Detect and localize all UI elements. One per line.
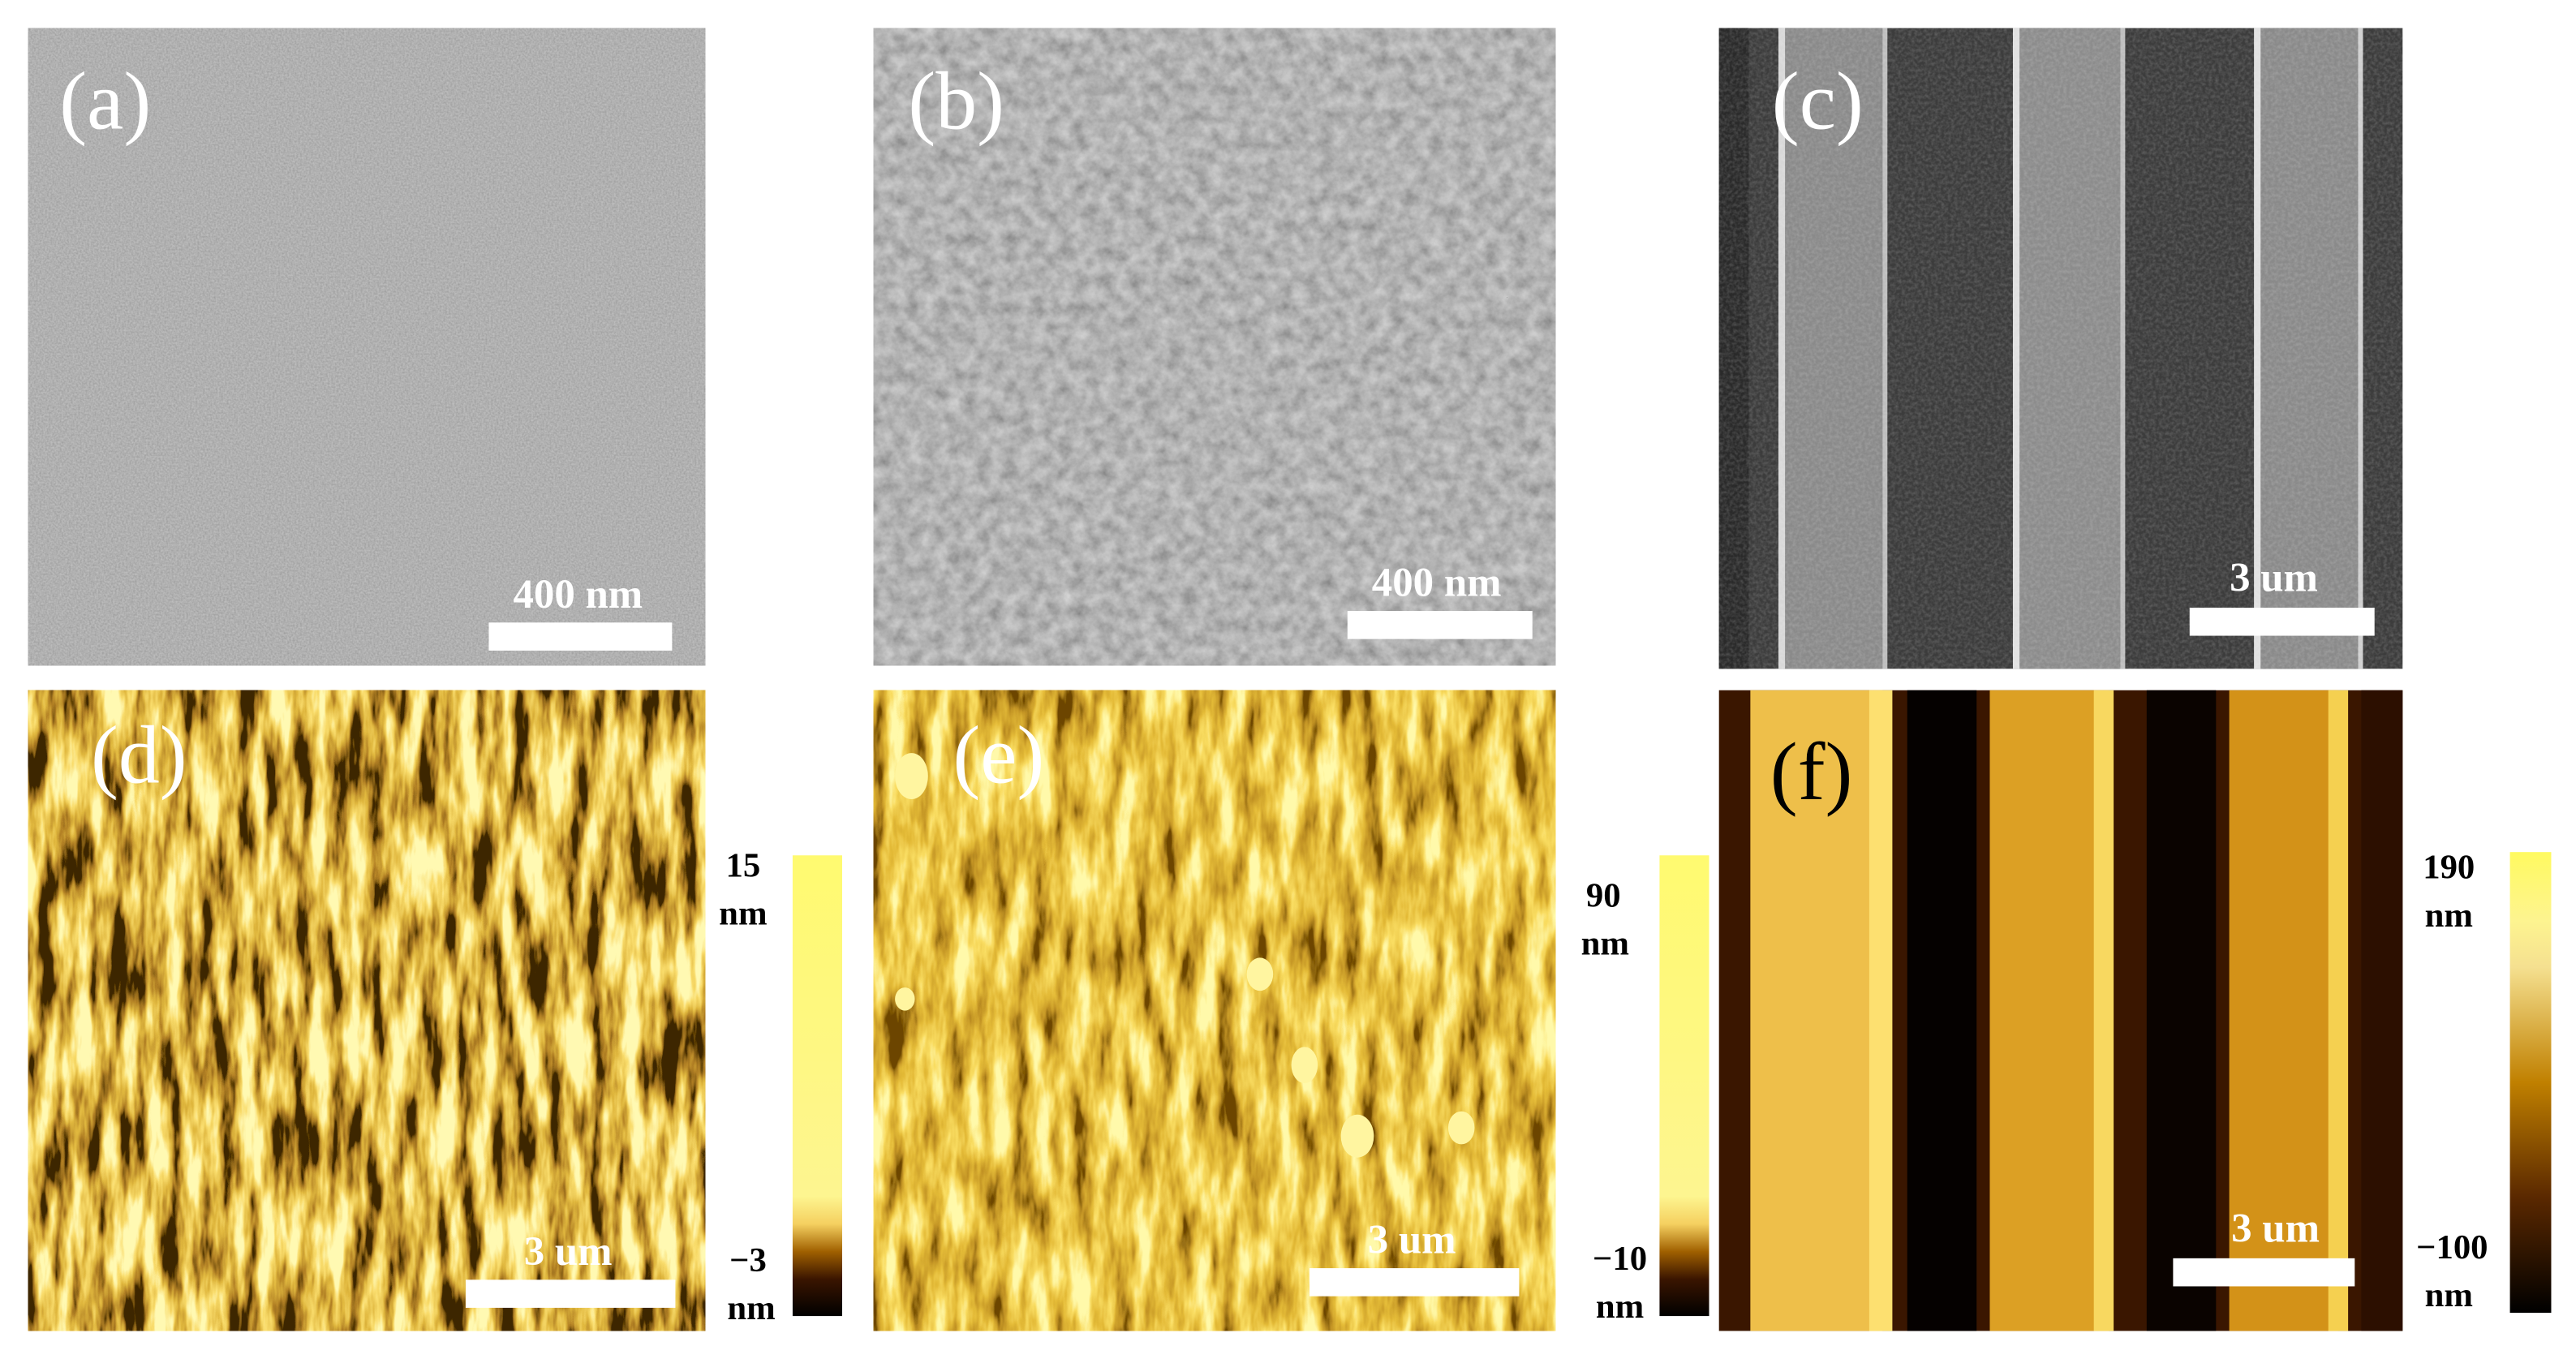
scale-bar [465, 1279, 676, 1308]
colorbar-unit: nm [727, 1289, 775, 1327]
colorbar-max: 90 [1586, 876, 1621, 914]
colorbar-unit: nm [2425, 897, 2473, 935]
particle [1291, 1047, 1318, 1084]
particle [1340, 1114, 1374, 1158]
stripe [1989, 690, 2109, 1331]
trench [2146, 690, 2217, 1331]
scale-bar-label: 3 um [524, 1229, 613, 1275]
scale-bar [1347, 611, 1533, 639]
colorbar [792, 855, 842, 1317]
panel-label: (c) [1772, 56, 1864, 148]
scale-bar [2189, 607, 2375, 636]
particle [895, 987, 915, 1011]
particle [1447, 1111, 1475, 1145]
panel-label: (b) [908, 56, 1004, 148]
scale-bar-label: 3 um [1368, 1218, 1456, 1263]
panel-label: (e) [953, 710, 1044, 802]
colorbar-unit: nm [719, 895, 767, 933]
colorbar [1659, 855, 1709, 1317]
colorbar-unit: nm [1596, 1288, 1644, 1326]
scale-bar-label: 400 nm [1372, 561, 1502, 606]
sem-image [28, 28, 706, 666]
particle [1246, 957, 1274, 991]
scale-bar-label: 400 nm [513, 572, 643, 617]
colorbar-unit: nm [2425, 1276, 2473, 1314]
scale-bar [1309, 1268, 1520, 1297]
noise [1718, 28, 2403, 669]
stripe-edge [2328, 690, 2349, 1331]
particle [895, 753, 928, 800]
edge [2361, 690, 2403, 1331]
colorbar-min: −100 [2416, 1228, 2488, 1267]
panel-label: (f) [1770, 726, 1853, 818]
colorbar-max: 190 [2423, 849, 2475, 887]
stripe-edge [1869, 690, 1893, 1331]
colorbar-min: −10 [1593, 1240, 1647, 1278]
colorbar-max: 15 [726, 847, 761, 885]
colorbar-min: −3 [729, 1241, 767, 1279]
afm-image [873, 690, 1556, 1331]
scale-bar [2173, 1258, 2355, 1287]
scale-bar [488, 622, 673, 651]
sem-image [873, 28, 1556, 666]
panel-label: (d) [91, 710, 187, 802]
colorbar-unit: nm [1581, 924, 1629, 962]
afm-image [28, 690, 706, 1331]
trench [1907, 690, 1977, 1331]
stripe-edge [2093, 690, 2114, 1331]
panel-label: (a) [59, 56, 151, 148]
stripe [1750, 690, 1883, 1331]
sem-image [1718, 28, 2403, 669]
stripe [2229, 690, 2338, 1331]
scale-bar-label: 3 um [2230, 556, 2318, 601]
scale-bar-label: 3 um [2231, 1206, 2320, 1251]
afm-image [1718, 690, 2403, 1331]
colorbar [2509, 852, 2552, 1314]
afm-texture [873, 690, 1556, 1331]
